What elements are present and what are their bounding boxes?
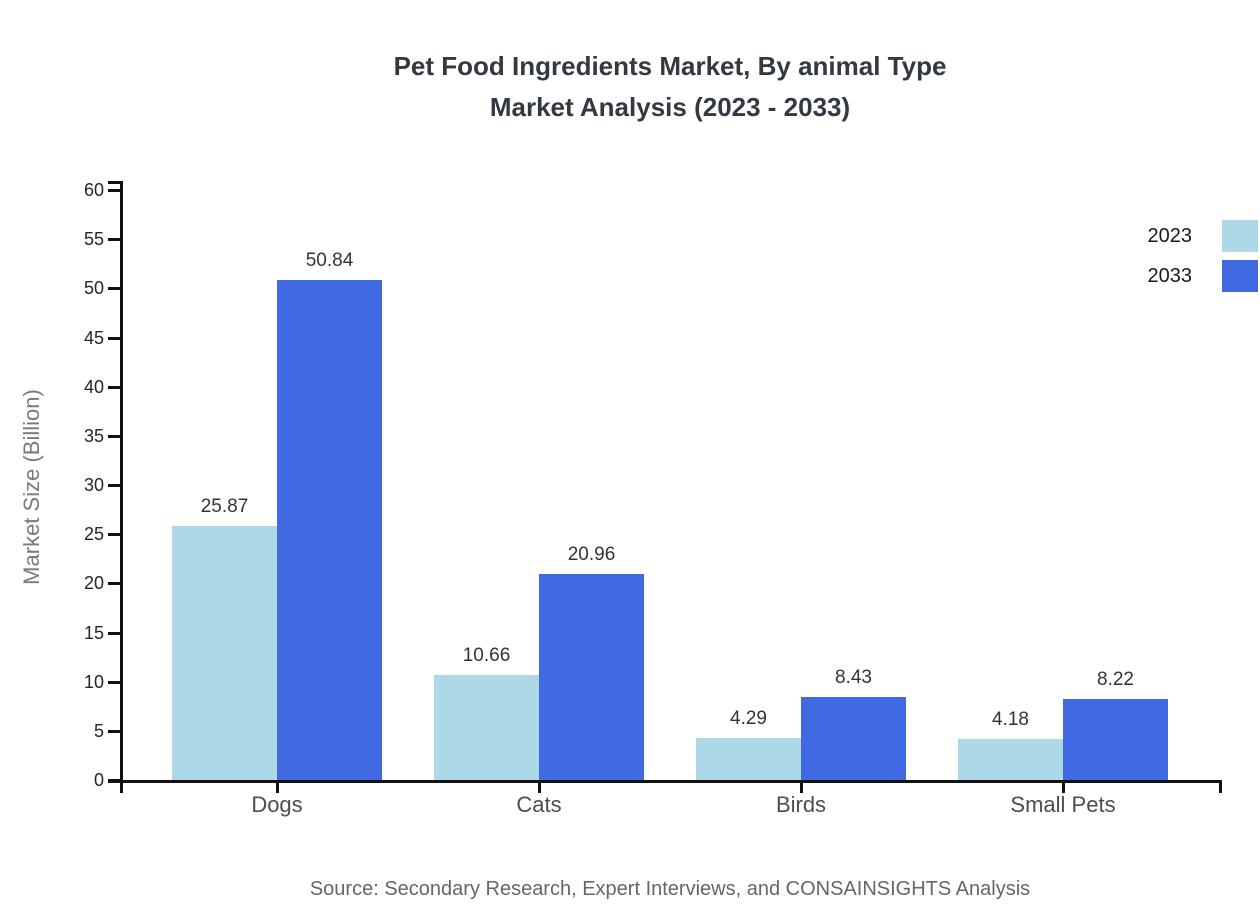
legend-item-2023: 2023 (1147, 216, 1258, 256)
y-tick-label: 35 (83, 425, 104, 446)
bar-value-label: 25.87 (200, 495, 249, 517)
y-tick (108, 533, 120, 537)
y-tick (108, 336, 120, 340)
legend-swatch-2023 (1222, 220, 1258, 252)
y-tick (108, 238, 120, 242)
bar-value-label: 8.22 (1097, 669, 1134, 691)
bar-2033-small-pets (1063, 699, 1168, 780)
category-label-cats: Cats (516, 792, 562, 817)
y-tick-label: 55 (83, 229, 104, 250)
category-label-dogs: Dogs (251, 792, 303, 817)
category-label-small-pets: Small Pets (1010, 792, 1116, 817)
y-tick-label: 0 (93, 770, 104, 790)
x-tick (1062, 783, 1065, 793)
bar-2033-birds (801, 697, 906, 780)
bar-2023-small-pets (958, 738, 1063, 780)
y-tick-label: 45 (83, 327, 104, 348)
x-tick (800, 783, 803, 793)
bar-2033-cats (539, 573, 644, 780)
source-note: Source: Secondary Research, Expert Inter… (309, 878, 1031, 900)
y-tick (108, 434, 120, 438)
y-tick (108, 680, 120, 684)
chart-title-line2: Market Analysis (2023 - 2033) (489, 92, 851, 122)
bar-value-label: 8.43 (835, 667, 872, 689)
y-tick (108, 779, 120, 782)
bar-value-label: 20.96 (567, 543, 616, 565)
y-tick (108, 582, 120, 586)
category-label-birds: Birds (775, 792, 827, 817)
y-tick-label: 5 (93, 720, 104, 741)
y-tick (108, 385, 120, 389)
legend-item-2033: 2033 (1147, 256, 1258, 296)
y-tick-label: 40 (83, 376, 104, 397)
y-tick-label: 15 (83, 622, 104, 643)
x-tick (538, 783, 541, 793)
y-tick (108, 631, 120, 635)
legend-label-2033: 2033 (1147, 264, 1193, 287)
chart-title-line1: Pet Food Ingredients Market, By animal T… (393, 51, 947, 81)
y-tick-label: 60 (83, 180, 104, 200)
y-tick-label: 10 (83, 671, 104, 692)
bar-value-label: 4.18 (992, 708, 1029, 730)
x-axis-endcap-tick (1219, 780, 1222, 793)
chart-title: Pet Food Ingredients Market, By animal T… (81, 46, 1259, 128)
y-tick-label: 30 (83, 475, 104, 495)
y-axis-line (120, 181, 123, 793)
y-tick-label: 50 (83, 278, 104, 299)
bar-2033-dogs (277, 280, 382, 780)
x-tick (276, 783, 279, 793)
y-tick (108, 287, 120, 291)
y-tick (108, 729, 120, 733)
bar-value-label: 4.29 (730, 707, 767, 729)
y-tick-label: 20 (83, 573, 104, 594)
bar-value-label: 50.84 (305, 250, 354, 272)
y-tick (108, 484, 120, 487)
bar-2023-cats (434, 675, 539, 780)
legend-label-2023: 2023 (1147, 224, 1193, 247)
y-tick-label: 25 (83, 524, 104, 545)
bar-2023-dogs (172, 525, 277, 780)
y-tick (108, 189, 120, 192)
x-axis-line (108, 780, 1222, 783)
y-axis-endcap-tick (108, 181, 123, 184)
legend: 2023 2033 (1147, 216, 1258, 296)
legend-swatch-2033 (1222, 260, 1258, 292)
bar-value-label: 10.66 (462, 645, 511, 667)
bar-2023-birds (696, 737, 801, 780)
